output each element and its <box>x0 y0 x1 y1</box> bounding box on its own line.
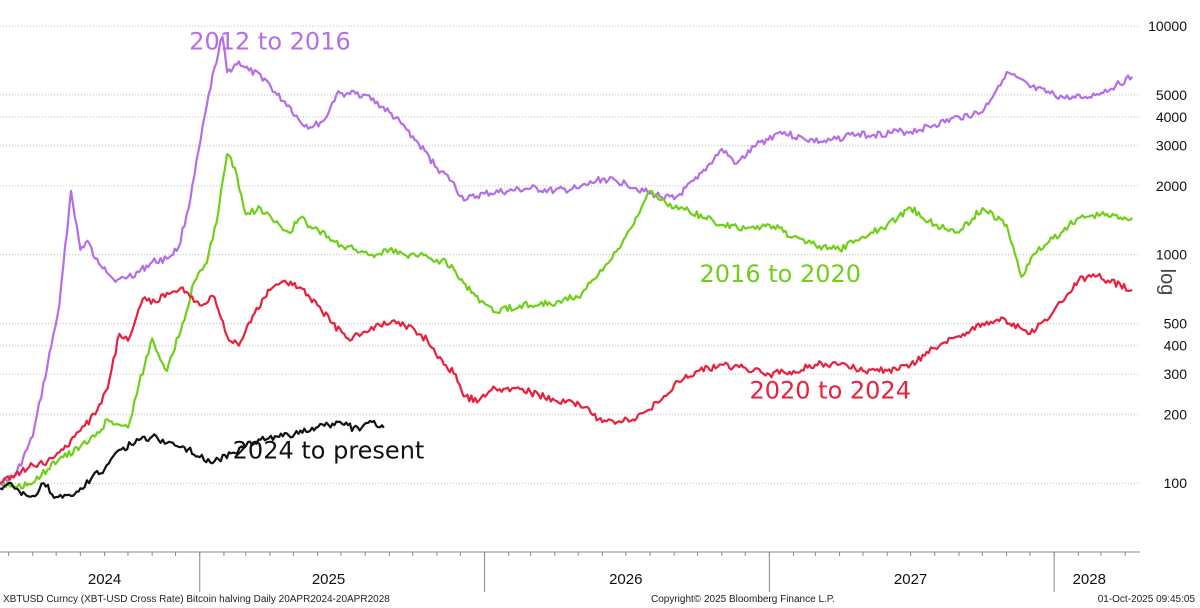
x-tick-label: 2028 <box>1073 571 1106 588</box>
footer-copyright: Copyright© 2025 Bloomberg Finance L.P. <box>651 594 835 605</box>
y-tick-label: 4000 <box>1156 109 1187 125</box>
bitcoin-halving-chart: 2024 2025 2026 2027 2028 2012 to 2016 2016 to… <box>0 18 1187 592</box>
y-tick-label: 100 <box>1164 475 1188 491</box>
x-axis: 2024 2025 2026 2027 2028 <box>0 551 1140 592</box>
y-axis: 100 200 300 400 500 1000 2000 3000 4000 5000 10000… <box>1148 18 1187 491</box>
footer-source: XBTUSD Curncy (XBT-USD Cross Rate) Bitco… <box>3 594 390 605</box>
y-tick-label: 500 <box>1164 315 1188 331</box>
y-tick-label: 200 <box>1164 406 1188 422</box>
x-tick-label: 2026 <box>609 571 642 588</box>
series-line-1 <box>0 153 1133 490</box>
series-label-2: 2020 to 2024 <box>749 376 911 404</box>
series-label-3: 2024 to present <box>233 437 425 465</box>
series-labels: 2012 to 2016 2016 to 2020 2020 to 2024 2024… <box>189 27 911 464</box>
series-line-3 <box>0 419 385 499</box>
y-tick-label: 400 <box>1164 338 1188 354</box>
x-tick-label: 2027 <box>894 571 927 588</box>
x-tick-label: 2025 <box>312 571 345 588</box>
grid-lines <box>0 25 1140 484</box>
y-tick-label: 10000 <box>1148 18 1187 34</box>
footer-timestamp: 01-Oct-2025 09:45:05 <box>1097 594 1195 605</box>
x-tick-label: 2024 <box>88 571 121 588</box>
y-axis-label: log <box>1156 269 1178 296</box>
series-lines <box>0 35 1134 499</box>
y-tick-label: 1000 <box>1156 247 1187 263</box>
series-label-0: 2012 to 2016 <box>189 27 351 55</box>
series-line-0 <box>0 35 1134 487</box>
y-tick-label: 300 <box>1164 366 1188 382</box>
y-tick-label: 3000 <box>1156 138 1187 154</box>
series-line-2 <box>0 272 1133 485</box>
y-tick-label: 5000 <box>1156 87 1187 103</box>
series-label-1: 2016 to 2020 <box>700 260 862 288</box>
y-tick-label: 2000 <box>1156 178 1187 194</box>
